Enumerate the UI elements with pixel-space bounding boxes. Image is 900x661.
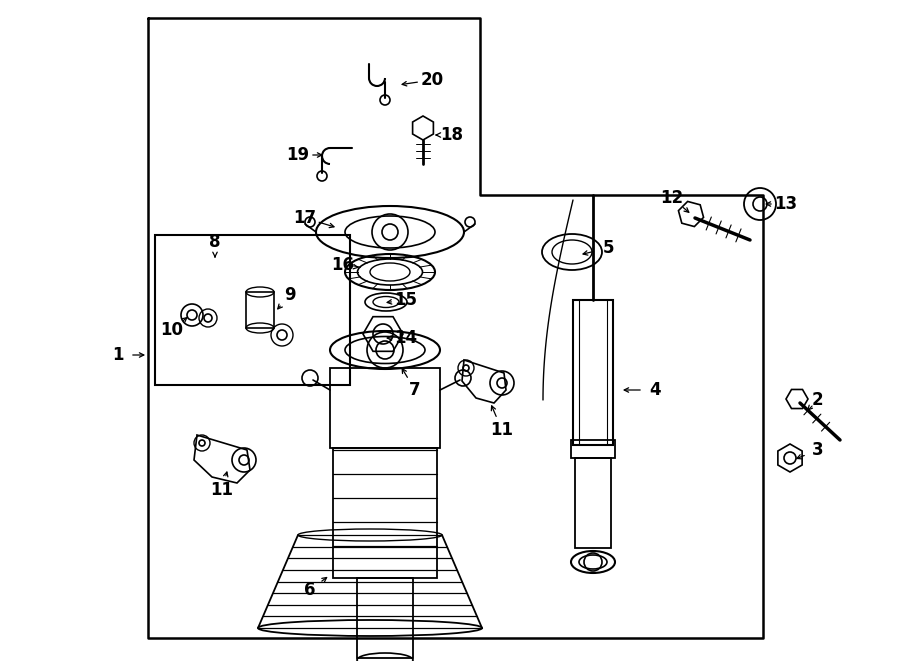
- Text: 20: 20: [420, 71, 444, 89]
- Text: 6: 6: [304, 581, 316, 599]
- Text: 16: 16: [331, 256, 355, 274]
- Bar: [155, 235, 350, 385]
- Bar: [330, 368, 440, 448]
- Text: 1: 1: [112, 346, 124, 364]
- Text: 2: 2: [811, 391, 823, 409]
- Bar: [573, 300, 613, 445]
- Text: 9: 9: [284, 286, 296, 304]
- Text: 11: 11: [211, 481, 233, 499]
- Text: 4: 4: [649, 381, 661, 399]
- Text: 10: 10: [160, 321, 184, 339]
- Text: 3: 3: [812, 441, 824, 459]
- Text: 5: 5: [602, 239, 614, 257]
- Text: 12: 12: [661, 189, 684, 207]
- Bar: [357, 578, 413, 658]
- Text: 18: 18: [440, 126, 464, 144]
- Text: 14: 14: [394, 329, 418, 347]
- Text: 7: 7: [410, 381, 421, 399]
- Bar: [571, 440, 615, 458]
- Text: 8: 8: [209, 233, 220, 251]
- Bar: [575, 458, 611, 548]
- Text: 11: 11: [491, 421, 514, 439]
- Text: 15: 15: [394, 291, 418, 309]
- Bar: [333, 448, 437, 578]
- Text: 13: 13: [774, 195, 797, 213]
- Bar: [246, 292, 274, 328]
- Text: 17: 17: [293, 209, 317, 227]
- Text: 19: 19: [286, 146, 310, 164]
